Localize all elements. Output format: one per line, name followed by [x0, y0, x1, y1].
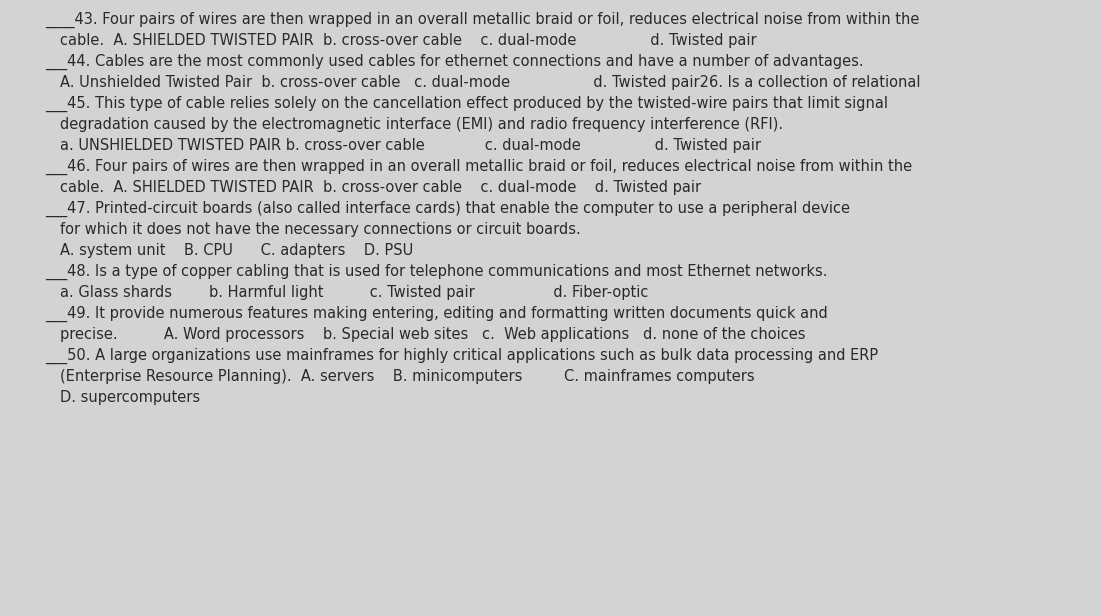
Text: ____43. Four pairs of wires are then wrapped in an overall metallic braid or foi: ____43. Four pairs of wires are then wra… [45, 12, 919, 28]
Text: a. UNSHIELDED TWISTED PAIR b. cross-over cable             c. dual-mode         : a. UNSHIELDED TWISTED PAIR b. cross-over… [60, 138, 761, 153]
Text: degradation caused by the electromagnetic interface (EMI) and radio frequency in: degradation caused by the electromagneti… [60, 117, 784, 132]
Text: A. system unit    B. CPU      C. adapters    D. PSU: A. system unit B. CPU C. adapters D. PSU [60, 243, 413, 258]
Text: ___44. Cables are the most commonly used cables for ethernet connections and hav: ___44. Cables are the most commonly used… [45, 54, 864, 70]
Text: cable.  A. SHIELDED TWISTED PAIR  b. cross-over cable    c. dual-mode    d. Twis: cable. A. SHIELDED TWISTED PAIR b. cross… [60, 180, 701, 195]
Text: ___50. A large organizations use mainframes for highly critical applications suc: ___50. A large organizations use mainfra… [45, 348, 878, 364]
Text: (Enterprise Resource Planning).  A. servers    B. minicomputers         C. mainf: (Enterprise Resource Planning). A. serve… [60, 369, 755, 384]
Text: A. Unshielded Twisted Pair  b. cross-over cable   c. dual-mode                  : A. Unshielded Twisted Pair b. cross-over… [60, 75, 920, 90]
Text: ___46. Four pairs of wires are then wrapped in an overall metallic braid or foil: ___46. Four pairs of wires are then wrap… [45, 159, 912, 175]
Text: D. supercomputers: D. supercomputers [60, 390, 201, 405]
Text: ___45. This type of cable relies solely on the cancellation effect produced by t: ___45. This type of cable relies solely … [45, 96, 888, 112]
Text: cable.  A. SHIELDED TWISTED PAIR  b. cross-over cable    c. dual-mode           : cable. A. SHIELDED TWISTED PAIR b. cross… [60, 33, 757, 48]
Text: precise.          A. Word processors    b. Special web sites   c.  Web applicati: precise. A. Word processors b. Special w… [60, 327, 806, 342]
Text: ___48. Is a type of copper cabling that is used for telephone communications and: ___48. Is a type of copper cabling that … [45, 264, 828, 280]
Text: for which it does not have the necessary connections or circuit boards.: for which it does not have the necessary… [60, 222, 581, 237]
Text: a. Glass shards        b. Harmful light          c. Twisted pair                : a. Glass shards b. Harmful light c. Twis… [60, 285, 648, 300]
Text: ___49. It provide numerous features making entering, editing and formatting writ: ___49. It provide numerous features maki… [45, 306, 828, 322]
Text: ___47. Printed-circuit boards (also called interface cards) that enable the comp: ___47. Printed-circuit boards (also call… [45, 201, 850, 217]
